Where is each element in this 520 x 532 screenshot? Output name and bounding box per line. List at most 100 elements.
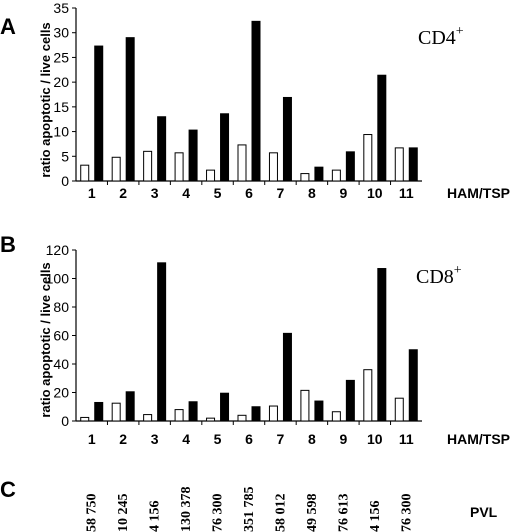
panel-b-open-bar xyxy=(80,416,90,422)
panel-a-open-bar xyxy=(206,169,216,182)
panel-b-filled-bar xyxy=(157,262,167,422)
panel-c-pvl: C PVL 58 750 10 245 4 156 130 378 76 300 351 … xyxy=(0,477,498,532)
panel-a-y-tick-label: 0 xyxy=(61,173,69,189)
panel-a-y-tick-label: 20 xyxy=(53,74,69,90)
panel-b-filled-bar xyxy=(251,406,261,422)
panel-a-open-bar xyxy=(394,147,404,182)
pvl-value: 76 613 xyxy=(336,494,351,532)
panel-a-open-bar xyxy=(111,156,121,182)
panel-b-x-axis-label: HAM/TSP xyxy=(447,431,510,447)
panel-a-open-bar xyxy=(300,173,310,182)
pvl-value: 351 785 xyxy=(242,487,257,532)
panel-b-open-bar xyxy=(237,414,247,422)
pvl-value: 58 012 xyxy=(273,494,288,532)
panel-a-category-label: 1 xyxy=(88,185,96,201)
panel-a-x-axis-label: HAM/TSP xyxy=(447,185,510,201)
panel-b-filled-bar xyxy=(282,332,292,422)
panel-a-y-tick-label: 30 xyxy=(53,25,69,41)
panel-a-filled-bar xyxy=(282,96,292,182)
panel-a-open-bar xyxy=(174,152,184,182)
panel-a-filled-bar xyxy=(314,166,324,182)
panel-a-category-label: 8 xyxy=(308,185,316,201)
panel-a-open-bar xyxy=(237,144,247,182)
panel-a-filled-bar xyxy=(408,147,418,182)
pvl-value: 130 378 xyxy=(179,487,194,532)
panel-b-chart: B ratio apoptotic / live cells CD8+ HAM/… xyxy=(0,232,510,447)
panel-b-y-axis-label: ratio apoptotic / live cells xyxy=(38,262,53,417)
panel-b-cell-name: CD8 xyxy=(416,266,454,288)
panel-b-open-bar xyxy=(143,414,153,422)
panel-b-cell-label: CD8+ xyxy=(416,263,462,288)
panel-a-filled-bar xyxy=(94,45,104,182)
panel-a-category-label: 10 xyxy=(367,185,383,201)
panel-a-filled-bar xyxy=(251,20,261,182)
pvl-value: 4 156 xyxy=(368,501,383,532)
panel-a-cell-name: CD4 xyxy=(418,27,456,49)
panel-a-open-bar xyxy=(80,164,90,182)
panel-a-filled-bar xyxy=(188,129,198,182)
panel-a-category-label: 11 xyxy=(399,185,414,201)
panel-a-category-label: 3 xyxy=(151,185,159,201)
panel-b-filled-bar xyxy=(220,392,230,422)
panel-a-open-bar xyxy=(143,150,153,182)
panel-b-letter: B xyxy=(0,232,16,257)
panel-b-filled-bar xyxy=(94,401,104,422)
panel-b-open-bar xyxy=(300,389,310,422)
panel-b-open-bar xyxy=(331,411,341,422)
panel-a-filled-bar xyxy=(345,151,355,182)
panel-a-open-bar xyxy=(331,169,341,182)
panel-a-filled-bar xyxy=(125,37,135,182)
panel-b-y-tick-label: 100 xyxy=(46,271,70,287)
panel-c-letter: C xyxy=(0,477,16,502)
panel-b-category-label: 5 xyxy=(214,431,222,447)
pvl-value: 49 598 xyxy=(305,494,320,532)
panel-b-category-label: 6 xyxy=(245,431,253,447)
panel-b-category-label: 3 xyxy=(151,431,159,447)
panel-b-cell-sup: + xyxy=(454,263,462,278)
panel-b-category-label: 11 xyxy=(399,431,414,447)
panel-b-open-bar xyxy=(394,397,404,422)
panel-b-category-label: 4 xyxy=(182,431,190,447)
panel-b-open-bar xyxy=(268,405,278,422)
panel-b-y-tick-label: 0 xyxy=(61,413,69,429)
panel-b-category-label: 1 xyxy=(88,431,96,447)
panel-b-filled-bar xyxy=(377,268,387,422)
panel-a-open-bar xyxy=(363,134,373,182)
pvl-value: 4 156 xyxy=(148,501,163,532)
panel-a-filled-bar xyxy=(157,116,167,182)
panel-b-y-tick-label: 80 xyxy=(53,299,69,315)
panel-a-cell-label: CD4+ xyxy=(418,24,464,49)
panel-b-filled-bar xyxy=(408,349,418,422)
panel-a-filled-bar xyxy=(220,113,230,182)
pvl-value: 76 300 xyxy=(211,494,226,532)
pvl-values: 58 750 10 245 4 156 130 378 76 300 351 785 58 … xyxy=(85,487,415,532)
panel-b-y-tick-label: 60 xyxy=(53,328,69,344)
panel-b-category-label: 10 xyxy=(367,431,383,447)
panel-a-y-tick-label: 35 xyxy=(53,0,69,16)
panel-b-category-label: 2 xyxy=(119,431,127,447)
panel-a-category-label: 5 xyxy=(214,185,222,201)
panel-b-y-tick-label: 20 xyxy=(53,385,69,401)
panel-a-y-tick-label: 10 xyxy=(53,124,69,140)
panel-a-cell-sup: + xyxy=(456,24,464,39)
panel-a-y-axis-label: ratio apoptotic / live cells xyxy=(38,22,53,177)
pvl-value: 58 750 xyxy=(85,494,100,532)
pvl-value: 10 245 xyxy=(116,494,131,532)
panel-b-open-bar xyxy=(111,402,121,422)
panel-b-filled-bar xyxy=(125,391,135,422)
panel-b-marks: 0 20 40 60 80 100 120 1 2 3 4 5 6 7 8 9 10 11 xyxy=(46,242,422,447)
panel-a-y-tick-label: 15 xyxy=(53,99,69,115)
panel-a-category-label: 9 xyxy=(339,185,347,201)
pvl-value: 76 300 xyxy=(399,494,414,532)
panel-b-y-tick-label: 40 xyxy=(53,356,69,372)
pvl-label: PVL xyxy=(470,504,498,520)
panel-b-filled-bar xyxy=(188,401,198,422)
panel-b-filled-bar xyxy=(314,400,324,422)
panel-a-marks: 0 5 10 15 20 25 30 35 1 2 3 4 5 6 7 8 9 10 11 xyxy=(53,0,422,201)
panel-a-y-tick-label: 5 xyxy=(61,148,69,164)
panel-b-category-label: 7 xyxy=(277,431,285,447)
panel-b-y-tick-label: 120 xyxy=(46,242,70,258)
panel-a-open-bar xyxy=(268,152,278,182)
panel-b-category-label: 9 xyxy=(339,431,347,447)
